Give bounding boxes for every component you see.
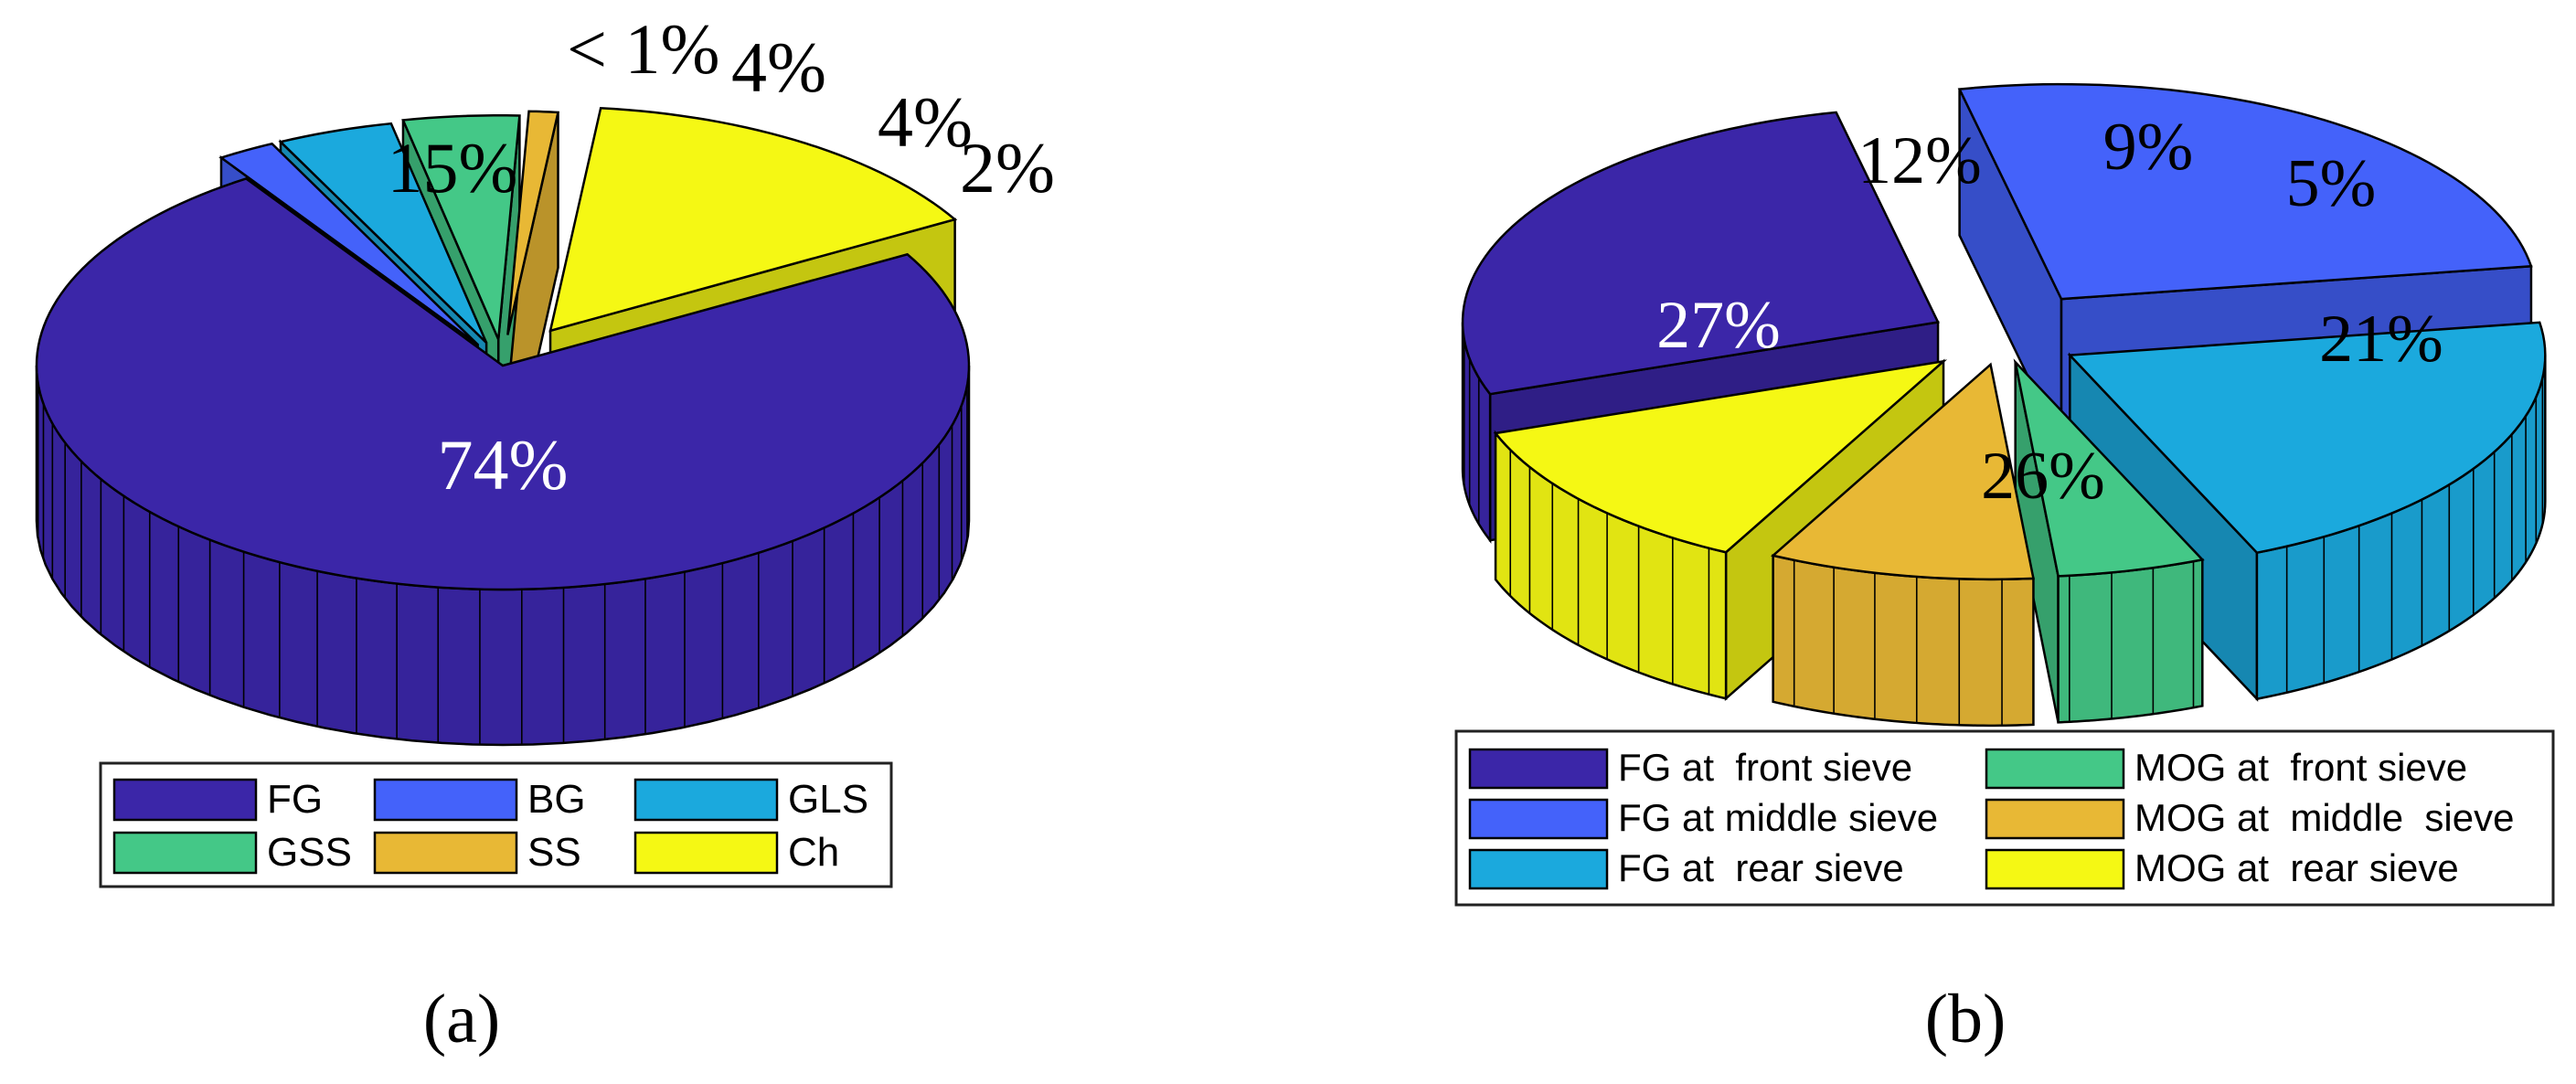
legend-label-fg-at-front-sieve: FG at front sieve: [1618, 746, 1912, 789]
legend-swatch-ch: [633, 831, 779, 875]
pie-b-data-label-mog-at-middle-sieve: 9%: [2103, 110, 2194, 185]
pie-a-slice-ch: [548, 106, 958, 333]
legend-swatch-gss: [112, 831, 258, 875]
pie-a-slice-gss: [401, 114, 521, 340]
pie-b-slice-fg-at-rear-sieve: [2067, 321, 2547, 555]
pie-a-data-label-fg: 74%: [438, 425, 569, 505]
legend-swatch-mog-at-middle-sieve: [1985, 798, 2125, 840]
pie-a-data-label-gls: 4%: [878, 82, 973, 162]
legend-swatch-fg-at-rear-sieve: [1468, 848, 1609, 890]
pie-b-data-label-mog-at-front-sieve: 5%: [2286, 146, 2377, 221]
pie-b-data-label-fg-at-rear-sieve: 21%: [2319, 302, 2443, 377]
legend-label-ss: SS: [527, 830, 581, 875]
pie-b-data-label-mog-at-rear-sieve: 12%: [1857, 123, 1982, 198]
legend-swatch-fg-at-middle-sieve: [1468, 798, 1609, 840]
legend-swatch-mog-at-front-sieve: [1985, 748, 2125, 790]
legend-swatch-bg: [373, 778, 518, 822]
pie-a-data-label-bg: 2%: [960, 128, 1055, 207]
pie-a-data-label-ss: < 1%: [567, 9, 719, 89]
pie-a-slice-ss: [506, 110, 560, 335]
pie-b-data-label-fg-at-middle-sieve: 26%: [1981, 439, 2105, 514]
legend-label-fg-at-rear-sieve: FG at rear sieve: [1618, 846, 1904, 889]
pie-a-slice-fg: [35, 177, 971, 591]
pie-b-slice-mog-at-rear-sieve: [1493, 359, 1948, 554]
panel-label-a: (a): [423, 981, 500, 1057]
pie-b-slice-fg-at-front-sieve: [1461, 111, 1940, 396]
legend-label-mog-at-front-sieve: MOG at front sieve: [2134, 746, 2467, 789]
pie-b-slice-mog-at-middle-sieve: [1770, 362, 2035, 581]
legend-label-gss: GSS: [267, 830, 352, 875]
pie-b-slice-fg-at-middle-sieve: [1957, 82, 2533, 301]
legend-label-fg-at-middle-sieve: FG at middle sieve: [1618, 796, 1938, 839]
legend-label-mog-at-middle-sieve: MOG at middle sieve: [2134, 796, 2514, 839]
pie-a-data-label-ch: 15%: [388, 128, 518, 207]
pie-a-data-label-gss: 4%: [731, 27, 826, 107]
pie-b-data-label-fg-at-front-sieve: 27%: [1656, 288, 1781, 363]
legend-label-gls: GLS: [788, 777, 868, 822]
pie-b-slice-mog-at-front-sieve: [2013, 358, 2205, 578]
pie-b-side-face: [1772, 554, 2035, 728]
legend-label-ch: Ch: [788, 830, 839, 875]
legend-label-bg: BG: [527, 777, 586, 822]
legend-swatch-fg: [112, 778, 258, 822]
panel-label-b: (b): [1925, 981, 2007, 1057]
legend-label-fg: FG: [267, 777, 323, 822]
legend-swatch-ss: [373, 831, 518, 875]
legend-label-mog-at-rear-sieve: MOG at rear sieve: [2134, 846, 2459, 889]
pie-chart-b: 27% 26% 21% 5% 9% 12% FG at front sieve MOG at …: [1454, 82, 2555, 1057]
pie-b-side-face: [1494, 430, 1728, 700]
legend-swatch-gls: [633, 778, 779, 822]
pie-a-slice-gls: [278, 122, 488, 344]
pie-b-side-face: [2057, 558, 2204, 724]
legend-swatch-mog-at-rear-sieve: [1985, 848, 2125, 890]
legend-swatch-fg-at-front-sieve: [1468, 748, 1609, 790]
pie-a-slice-bg: [218, 142, 479, 346]
